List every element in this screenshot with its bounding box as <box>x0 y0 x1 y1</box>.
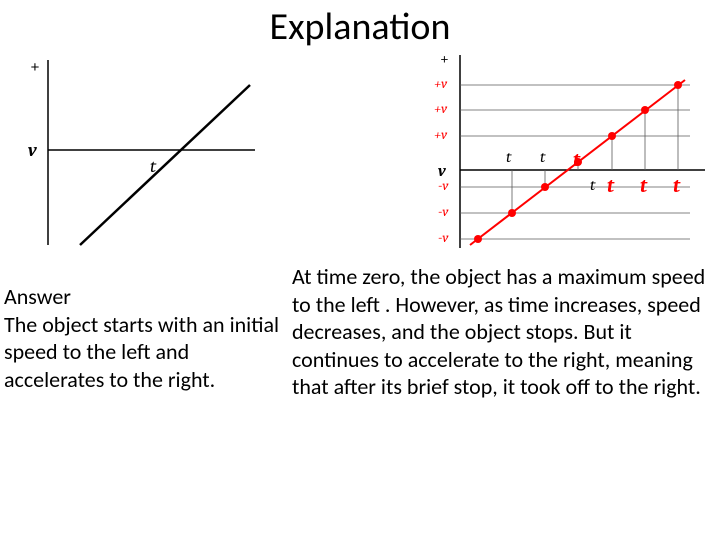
svg-text:v: v <box>27 140 37 161</box>
graph-right: +vt+v+v+v-v-v-vtttttt <box>410 50 710 255</box>
svg-text:-v: -v <box>438 177 449 194</box>
svg-text:t: t <box>607 174 615 197</box>
svg-text:t: t <box>150 156 157 177</box>
page-title: Explanation <box>0 0 720 50</box>
svg-text:-v: -v <box>438 229 449 246</box>
svg-text:+v: +v <box>434 75 448 92</box>
svg-text:+: + <box>440 50 449 68</box>
answer-heading: Answer <box>4 283 284 311</box>
svg-text:t: t <box>673 174 681 197</box>
svg-text:t: t <box>506 148 512 166</box>
answer-block: Answer The object starts with an initial… <box>4 263 292 401</box>
detail-block: At time zero, the object has a maximum s… <box>292 263 712 401</box>
svg-text:t: t <box>640 174 648 197</box>
svg-text:+v: +v <box>434 126 448 143</box>
svg-text:t: t <box>590 176 596 194</box>
svg-text:+: + <box>30 56 40 77</box>
svg-text:-v: -v <box>438 203 449 220</box>
svg-text:t: t <box>540 148 546 166</box>
text-row: Answer The object starts with an initial… <box>0 255 720 401</box>
svg-text:+v: +v <box>434 100 448 117</box>
graphs-row: +vt +vt+v+v+v-v-v-vtttttt <box>0 50 720 255</box>
answer-body: The object starts with an initial speed … <box>4 311 284 394</box>
detail-body: At time zero, the object has a maximum s… <box>292 263 712 401</box>
svg-text:t: t <box>573 148 581 171</box>
graph-left: + v t <box>20 50 260 255</box>
